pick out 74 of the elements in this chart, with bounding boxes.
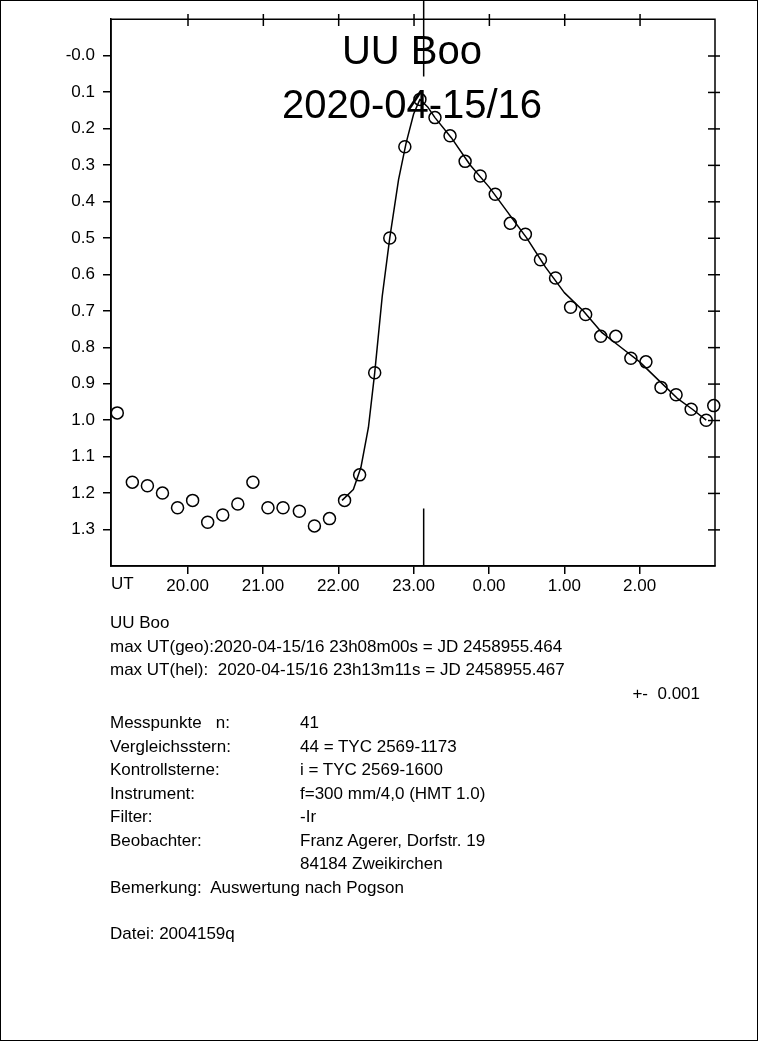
point xyxy=(458,154,472,169)
point xyxy=(322,511,337,526)
y-tick-label: -0.0 xyxy=(65,45,95,65)
point xyxy=(200,515,215,530)
y-tick-label: 0.8 xyxy=(71,336,95,356)
y-tick-label: 1.1 xyxy=(71,446,95,466)
point xyxy=(669,387,683,402)
point xyxy=(706,398,721,413)
x-axis-title: UT xyxy=(111,573,134,593)
point xyxy=(337,493,352,508)
point xyxy=(185,493,200,508)
point xyxy=(699,413,713,427)
point xyxy=(216,508,230,522)
point xyxy=(367,366,382,380)
point xyxy=(125,475,140,489)
y-tick-label: 0.2 xyxy=(71,118,95,138)
y-tick-label: 0.7 xyxy=(71,300,95,320)
text: +- 0.001 xyxy=(631,682,700,705)
y-tick-label: 0.1 xyxy=(71,81,95,101)
x-tick-label: 20.00 xyxy=(166,575,209,595)
point xyxy=(518,227,533,242)
y-tick-label: 1.3 xyxy=(71,519,95,539)
point xyxy=(231,497,245,511)
point xyxy=(292,504,307,519)
point xyxy=(624,351,638,365)
point xyxy=(639,355,653,369)
x-tick-label: 22.00 xyxy=(317,575,360,595)
y-tick-label: 0.3 xyxy=(71,154,95,174)
y-tick-label: 0.4 xyxy=(71,191,95,211)
text: Instrument: f=300 mm/4,0 (HMT 1.0) xyxy=(110,783,486,803)
point xyxy=(398,140,412,154)
x-tick-label: 23.00 xyxy=(392,575,435,595)
point xyxy=(609,329,623,344)
point xyxy=(548,271,563,285)
y-tick-label: 1.0 xyxy=(71,409,95,429)
point xyxy=(578,307,593,322)
point xyxy=(488,187,502,201)
point xyxy=(383,231,397,245)
point xyxy=(503,216,518,231)
point xyxy=(307,519,322,533)
point xyxy=(654,380,668,395)
text: Vergleichsstern: 44 = TYC 2569-1173 xyxy=(110,736,457,756)
text: max UT(hel): 2020-04-15/16 23h13m11s = JD 2458955.467 xyxy=(110,659,566,681)
point xyxy=(533,253,548,267)
point xyxy=(352,468,367,482)
text: 84184 Zweikirchen xyxy=(299,853,444,875)
point xyxy=(170,500,185,515)
text: UU Boo xyxy=(110,612,171,634)
x-tick-label: 21.00 xyxy=(241,575,285,595)
point xyxy=(473,169,487,183)
x-tick-label: 1.00 xyxy=(547,575,581,595)
text: Filter: -Ir xyxy=(110,807,317,826)
text: Beobachter: Franz Agerer, Dorfstr. 19 xyxy=(110,830,486,850)
text: Kontrollsterne: i = TYC 2569-1600 xyxy=(110,760,443,779)
point xyxy=(155,486,170,500)
point xyxy=(246,475,260,489)
text: Datei: 2004159q xyxy=(110,923,236,945)
text: max UT(geo):2020-04-15/16 23h08m00s = JD 2458955.464 xyxy=(110,635,564,658)
point xyxy=(443,129,457,143)
x-tick-label: 0.00 xyxy=(472,575,506,595)
point xyxy=(110,406,125,420)
y-tick-label: 0.6 xyxy=(71,264,95,284)
y-tick-label: 0.9 xyxy=(71,373,95,393)
point xyxy=(276,500,290,515)
point xyxy=(593,329,608,344)
y-tick-label: 0.5 xyxy=(71,227,95,247)
point xyxy=(563,300,578,314)
text: Bemerkung: Auswertung nach Pogson xyxy=(110,876,405,899)
y-tick-label: 1.2 xyxy=(71,482,95,502)
point xyxy=(140,479,155,493)
text: Messpunkte n: 41 xyxy=(110,713,319,732)
point xyxy=(684,402,698,416)
x-tick-label: 2.00 xyxy=(623,575,657,595)
point xyxy=(261,500,275,515)
